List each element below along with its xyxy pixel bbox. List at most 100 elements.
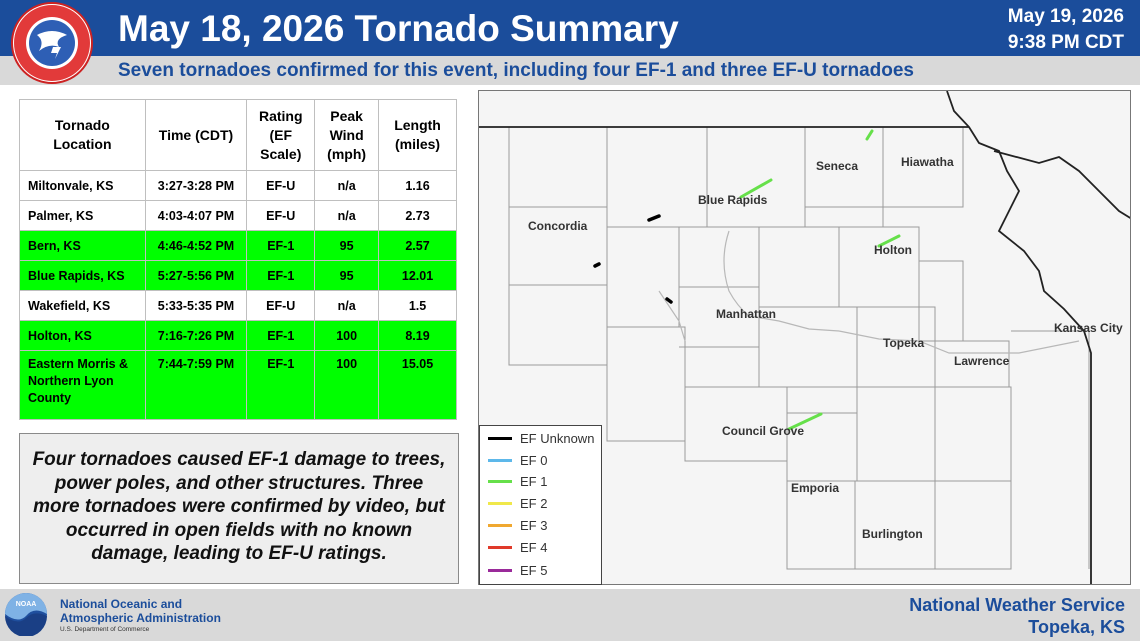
cell-location: Wakefield, KS	[19, 290, 146, 321]
legend-label: EF 0	[520, 453, 548, 468]
nws-logo	[9, 1, 95, 85]
legend-swatch	[488, 437, 512, 441]
table-row: Eastern Morris & Northern Lyon County 7:…	[19, 350, 457, 420]
cell-wind: n/a	[314, 290, 380, 321]
col-header-wind: Peak Wind (mph)	[314, 99, 380, 171]
legend-item: EF Unknown	[488, 431, 594, 449]
nws-office: National Weather Service Topeka, KS	[909, 594, 1125, 638]
legend-item: EF 1	[488, 474, 547, 492]
nws-line2: Topeka, KS	[1028, 617, 1125, 637]
table-row: Palmer, KS 4:03-4:07 PM EF-U n/a 2.73	[19, 200, 457, 231]
header-bar	[0, 0, 1140, 56]
cell-rating: EF-U	[246, 200, 316, 231]
nws-line1: National Weather Service	[909, 595, 1125, 615]
table-row: Bern, KS 4:46-4:52 PM EF-1 95 2.57	[19, 230, 457, 261]
legend-swatch	[488, 459, 512, 463]
cell-wind: n/a	[314, 200, 380, 231]
cell-location: Palmer, KS	[19, 200, 146, 231]
cell-wind: n/a	[314, 170, 380, 201]
cell-length: 1.16	[378, 170, 457, 201]
col-header-time: Time (CDT)	[144, 99, 248, 171]
cell-wind: 100	[314, 320, 380, 351]
cell-length: 12.01	[378, 260, 457, 291]
city-label: Burlington	[862, 527, 923, 541]
cell-location: Eastern Morris & Northern Lyon County	[19, 350, 146, 420]
cell-rating: EF-U	[246, 170, 316, 201]
cell-rating: EF-1	[246, 260, 316, 291]
damage-note: Four tornadoes caused EF-1 damage to tre…	[19, 433, 459, 584]
legend-swatch	[488, 502, 512, 506]
cell-time: 7:44-7:59 PM	[144, 350, 248, 420]
legend-swatch	[488, 546, 512, 550]
legend-swatch	[488, 524, 512, 528]
cell-rating: EF-1	[246, 350, 316, 420]
cell-location: Bern, KS	[19, 230, 146, 261]
cell-length: 2.57	[378, 230, 457, 261]
cell-length: 15.05	[378, 350, 457, 420]
table-row: Miltonvale, KS 3:27-3:28 PM EF-U n/a 1.1…	[19, 170, 457, 201]
col-header-rating: Rating (EF Scale)	[246, 99, 316, 171]
cell-rating: EF-U	[246, 290, 316, 321]
legend-item: EF 4	[488, 540, 547, 558]
cell-length: 8.19	[378, 320, 457, 351]
cell-time: 4:03-4:07 PM	[144, 200, 248, 231]
col-header-location: Tornado Location	[19, 99, 146, 171]
cell-rating: EF-1	[246, 320, 316, 351]
cell-wind: 95	[314, 230, 380, 261]
noaa-logo-text: NOAA	[16, 601, 37, 608]
city-label: Council Grove	[722, 424, 805, 438]
issued-time: 9:38 PM CDT	[1007, 32, 1124, 53]
ef-legend: EF Unknown EF 0 EF 1 EF 2 EF 3 EF 4 EF 5	[479, 425, 602, 585]
tornado-table: Tornado Location Time (CDT) Rating (EF S…	[19, 99, 457, 420]
noaa-line2: Atmospheric Administration	[60, 611, 221, 625]
city-label: Seneca	[816, 159, 859, 173]
legend-item: EF 0	[488, 453, 547, 471]
city-label: Emporia	[791, 481, 840, 495]
legend-swatch	[488, 569, 512, 573]
noaa-name: National Oceanic and Atmospheric Adminis…	[60, 597, 221, 625]
cell-time: 5:27-5:56 PM	[144, 260, 248, 291]
city-label: Manhattan	[716, 307, 776, 321]
col-header-length: Length (miles)	[378, 99, 457, 171]
cell-time: 7:16-7:26 PM	[144, 320, 248, 351]
city-label: Topeka	[883, 336, 925, 350]
legend-label: EF 5	[520, 563, 548, 578]
cell-length: 2.73	[378, 200, 457, 231]
city-label: Blue Rapids	[698, 193, 768, 207]
legend-label: EF Unknown	[520, 431, 595, 446]
legend-item: EF 2	[488, 496, 547, 514]
table-row: Wakefield, KS 5:33-5:35 PM EF-U n/a 1.5	[19, 290, 457, 321]
cell-location: Miltonvale, KS	[19, 170, 146, 201]
issued-date: May 19, 2026	[1007, 6, 1124, 27]
cell-length: 1.5	[378, 290, 457, 321]
cell-wind: 95	[314, 260, 380, 291]
city-label: Kansas City	[1054, 321, 1123, 335]
cell-wind: 100	[314, 350, 380, 420]
table-row: Holton, KS 7:16-7:26 PM EF-1 100 8.19	[19, 320, 457, 351]
page-title: May 18, 2026 Tornado Summary	[118, 8, 679, 49]
table-row: Blue Rapids, KS 5:27-5:56 PM EF-1 95 12.…	[19, 260, 457, 291]
county-map	[479, 91, 1130, 584]
noaa-department: U.S. Department of Commerce	[60, 626, 150, 633]
table-header-row: Tornado Location Time (CDT) Rating (EF S…	[19, 99, 457, 171]
noaa-logo: NOAA	[4, 592, 48, 637]
cell-time: 5:33-5:35 PM	[144, 290, 248, 321]
cell-location: Blue Rapids, KS	[19, 260, 146, 291]
legend-label: EF 4	[520, 540, 548, 555]
city-label: Holton	[874, 243, 912, 257]
legend-label: EF 1	[520, 474, 548, 489]
legend-label: EF 3	[520, 518, 548, 533]
page-subtitle: Seven tornadoes confirmed for this event…	[118, 60, 914, 81]
issued-datetime: May 19, 2026 9:38 PM CDT	[1008, 4, 1124, 56]
legend-swatch	[488, 480, 512, 484]
legend-item: EF 5	[488, 563, 547, 581]
legend-label: EF 2	[520, 496, 548, 511]
cell-location: Holton, KS	[19, 320, 146, 351]
city-label: Concordia	[528, 219, 588, 233]
noaa-line1: National Oceanic and	[60, 597, 183, 611]
cell-time: 3:27-3:28 PM	[144, 170, 248, 201]
cell-time: 4:46-4:52 PM	[144, 230, 248, 261]
legend-item: EF 3	[488, 518, 547, 536]
city-label: Lawrence	[954, 354, 1010, 368]
cell-rating: EF-1	[246, 230, 316, 261]
